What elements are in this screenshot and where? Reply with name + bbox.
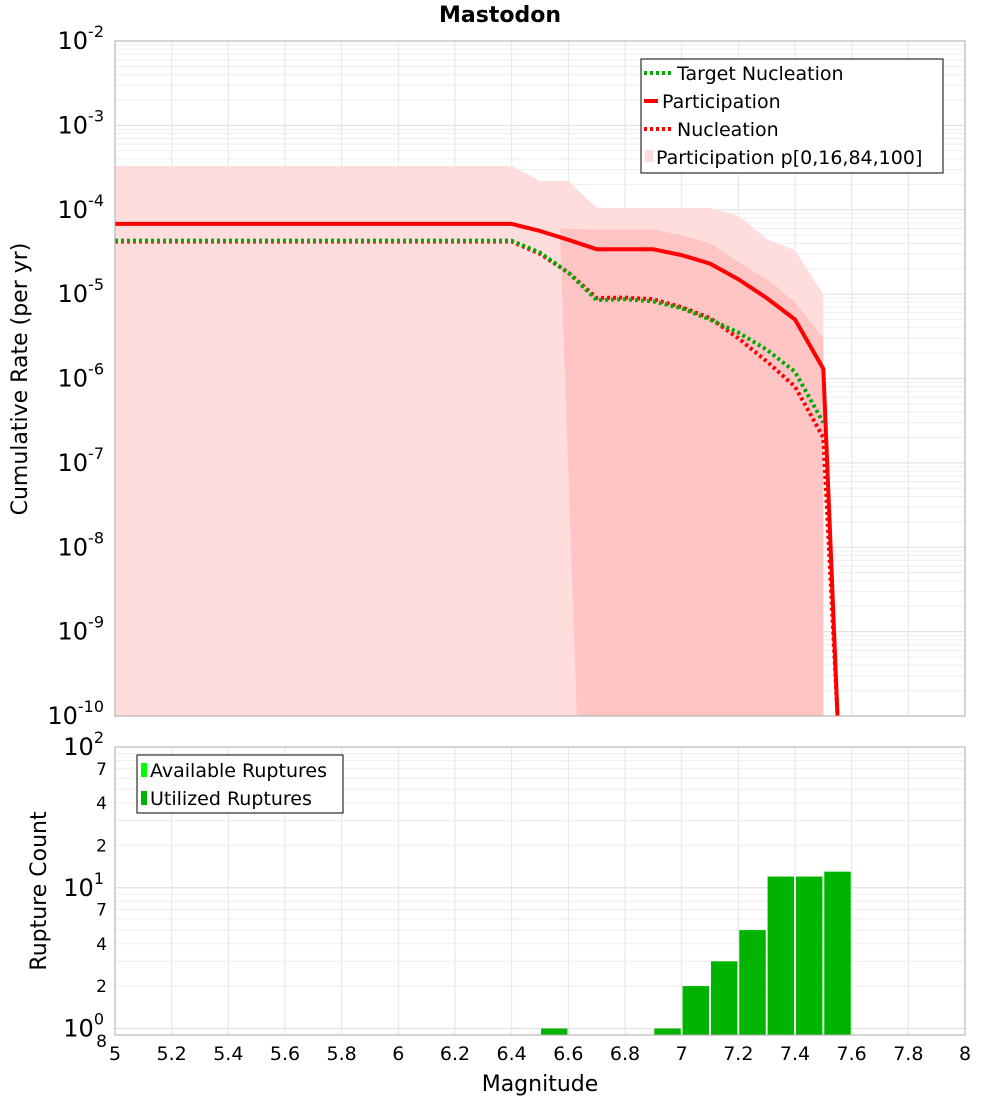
legend-utilized-swatch [141, 791, 147, 805]
count-x-tick-label: 5.2 [157, 1043, 187, 1065]
rate-y-tick-label: 10-9 [58, 613, 105, 646]
legend-participation-label: Participation [662, 91, 781, 113]
count-bar [541, 1028, 568, 1035]
count-x-tick-label: 5 [109, 1043, 121, 1065]
count-x-tick-label: 7.6 [837, 1043, 867, 1065]
count-plot-frame [114, 746, 966, 1036]
rate-y-tick-label: 10-5 [58, 275, 105, 308]
rate-y-tick-label: 10-10 [47, 697, 104, 730]
count-bar [824, 871, 851, 1035]
count-legend: Available Ruptures Utilized Ruptures [136, 754, 344, 814]
rate-legend-box [640, 58, 944, 174]
rate-y-tick-label: 10-7 [58, 444, 105, 477]
count-x-tick-label: 7.8 [893, 1043, 923, 1065]
rate-lines [115, 221, 840, 717]
count-y-minor-tick-label: 2 [96, 836, 107, 856]
rate-y-axis-label: Cumulative Rate (per yr) [8, 243, 33, 516]
rate-y-tick-label: 10-2 [58, 22, 105, 55]
rate-series-line [115, 221, 840, 717]
count-bar [654, 1028, 681, 1035]
count-x-tick-label: 6.6 [553, 1043, 583, 1065]
count-x-tick-label: 7.2 [723, 1043, 753, 1065]
rate-y-tick-label: 10-4 [58, 191, 105, 224]
count-x-tick-label: 6.8 [610, 1043, 640, 1065]
rate-y-tick-label: 10-8 [58, 528, 105, 561]
count-y-minor-tick-label: 8 [96, 1032, 107, 1052]
count-y-minor-tick-label: 7 [96, 760, 107, 780]
legend-available-label: Available Ruptures [150, 760, 327, 782]
legend-nucleation-label: Nucleation [677, 119, 779, 141]
chart-title: Mastodon [439, 3, 561, 28]
count-bars [541, 871, 851, 1035]
legend-band-swatch [645, 150, 653, 162]
count-bar [711, 961, 738, 1035]
count-y-tick-label: 101 [63, 869, 104, 902]
count-y-minor-tick-label: 4 [96, 794, 107, 814]
count-y-minor-tick-label: 4 [96, 935, 107, 955]
count-bar [767, 876, 794, 1035]
count-y-minor-tick-label: 2 [96, 977, 107, 997]
count-y-minor-tick-label: 7 [96, 901, 107, 921]
count-y-tick-label: 100 [63, 1010, 104, 1043]
count-legend-box [136, 754, 344, 814]
count-x-tick-label: 5.8 [327, 1043, 357, 1065]
count-x-tick-label: 7.4 [780, 1043, 810, 1065]
count-x-tick-label: 6.2 [440, 1043, 470, 1065]
rate-legend: Target Nucleation Participation Nucleati… [640, 58, 944, 174]
count-x-tick-label: 6 [392, 1043, 404, 1065]
count-bar [682, 986, 709, 1035]
legend-target-nucleation-label: Target Nucleation [676, 63, 844, 85]
legend-band-label: Participation p[0,16,84,100] [656, 147, 922, 169]
legend-utilized-label: Utilized Ruptures [150, 788, 312, 810]
rate-bands [115, 166, 824, 717]
count-x-tick-label: 7 [676, 1043, 688, 1065]
rate-plot-frame [114, 40, 966, 717]
count-x-tick-label: 5.6 [270, 1043, 300, 1065]
count-x-tick-label: 5.4 [213, 1043, 243, 1065]
count-y-tick-label: 102 [63, 728, 104, 761]
count-x-tick-label: 8 [959, 1043, 971, 1065]
count-y-axis-label: Rupture Count [27, 811, 52, 971]
rate-panel: 10-2 10-3 10-4 10-5 10-6 10-7 10-8 10-9 10-10 Cu… [8, 22, 966, 730]
legend-available-swatch [141, 763, 147, 777]
count-bar [739, 930, 766, 1035]
count-x-ticks: 5 5.2 5.4 5.6 5.8 6 6.2 6.4 6.6 6.8 7 7.2 7.4 7.6 7.8 8 [109, 1043, 971, 1065]
rate-band-p16-p84 [559, 228, 824, 716]
rate-y-ticks: 10-2 10-3 10-4 10-5 10-6 10-7 10-8 10-9 10-10 [47, 22, 104, 730]
count-x-axis-label: Magnitude [482, 1072, 599, 1097]
rate-y-tick-label: 10-3 [58, 106, 105, 139]
count-x-tick-label: 6.4 [497, 1043, 527, 1065]
rate-series-line [115, 238, 826, 424]
count-bar [796, 876, 823, 1035]
rate-y-tick-label: 10-6 [58, 360, 105, 393]
